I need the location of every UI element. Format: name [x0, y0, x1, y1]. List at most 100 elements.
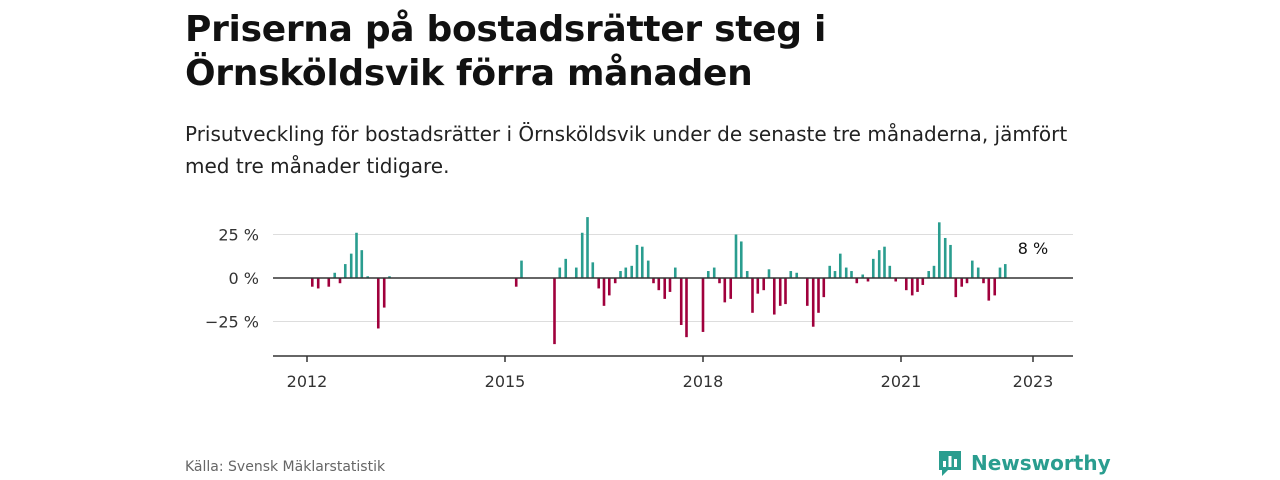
bar: [679, 278, 683, 325]
bar: [838, 253, 842, 278]
bar: [343, 264, 347, 278]
bar: [993, 278, 997, 296]
bar: [663, 278, 667, 299]
bar: [706, 271, 710, 278]
bar: [954, 278, 958, 298]
brand-logo[interactable]: Newsworthy: [937, 449, 1111, 477]
bar: [976, 267, 980, 278]
bar: [624, 267, 628, 278]
bar: [833, 271, 837, 278]
bar: [327, 278, 331, 287]
y-tick-label: 0 %: [229, 269, 259, 288]
page-subtitle: Prisutveckling för bostadsrätter i Örnsk…: [185, 122, 1068, 178]
bar: [871, 258, 875, 278]
latest-value-label: 8 %: [1018, 239, 1048, 258]
x-tick-label: 2021: [881, 372, 922, 391]
x-tick-label: 2023: [1013, 372, 1054, 391]
bar: [866, 278, 870, 282]
bar: [718, 278, 721, 284]
bar: [723, 278, 727, 303]
x-tick-label: 2018: [683, 372, 724, 391]
bar: [574, 267, 578, 278]
bar: [910, 278, 914, 296]
bar: [888, 265, 892, 278]
y-tick-label: −25 %: [205, 313, 259, 332]
bar: [635, 244, 639, 278]
bar: [366, 276, 370, 278]
bar: [657, 278, 661, 291]
bar: [701, 278, 705, 332]
bar: [877, 250, 881, 278]
bar: [734, 234, 738, 278]
bar: [355, 232, 358, 278]
bar: [520, 260, 523, 278]
bar: [316, 278, 320, 289]
bar: [360, 250, 364, 278]
bar: [932, 265, 936, 278]
bar: [745, 271, 749, 278]
bar: [828, 265, 832, 278]
bar: [784, 278, 787, 305]
bar: [729, 278, 733, 299]
bar: [376, 278, 380, 329]
bar: [613, 278, 617, 284]
bar: [602, 278, 606, 306]
bar: [1003, 264, 1007, 278]
bar: [817, 278, 820, 313]
bar: [607, 278, 611, 296]
bar: [382, 278, 386, 308]
bar: [861, 274, 865, 278]
bar: [789, 271, 793, 278]
bar: [927, 271, 931, 278]
bar: [921, 278, 925, 285]
y-tick-label: 25 %: [218, 226, 259, 245]
bar: [630, 265, 634, 278]
bar: [580, 232, 584, 278]
bar: [673, 267, 677, 278]
bar: [349, 253, 353, 278]
source-note: Källa: Svensk Mäklarstatistik: [185, 459, 386, 475]
x-tick-label: 2015: [485, 372, 526, 391]
bar: [597, 278, 601, 289]
bar: [739, 241, 743, 278]
bar: [970, 260, 974, 278]
bar: [805, 278, 809, 306]
newsworthy-logo-icon: [939, 451, 961, 476]
bar: [333, 272, 337, 278]
bar: [965, 278, 969, 284]
bar: [778, 278, 782, 306]
bar: [712, 267, 716, 278]
bar: [514, 278, 518, 287]
bar: [388, 276, 391, 278]
bar: [883, 246, 886, 278]
bar: [916, 278, 919, 292]
bar: [772, 278, 776, 315]
bar: [811, 278, 815, 327]
bar: [949, 244, 952, 278]
page-title: Priserna på bostadsrätter steg i Örnsköl…: [185, 9, 827, 94]
bar: [822, 278, 826, 298]
bar: [586, 217, 589, 278]
bar: [987, 278, 991, 301]
bar: [904, 278, 908, 291]
bar: [960, 278, 964, 287]
bar: [767, 269, 771, 278]
bar: [646, 260, 650, 278]
bar: [564, 258, 568, 278]
bar: [850, 271, 853, 278]
bar: [751, 278, 754, 313]
bar: [652, 278, 655, 284]
bar: [338, 278, 342, 284]
bar: [553, 278, 556, 345]
bar: [558, 267, 562, 278]
bar: [668, 278, 672, 292]
bar: [619, 271, 622, 278]
bar: [937, 222, 941, 278]
bar: [982, 278, 985, 284]
bar: [943, 237, 947, 278]
bar: [640, 246, 644, 278]
brand-name: Newsworthy: [971, 451, 1111, 475]
bar: [844, 267, 848, 278]
bar: [756, 278, 760, 294]
bar: [591, 262, 595, 278]
